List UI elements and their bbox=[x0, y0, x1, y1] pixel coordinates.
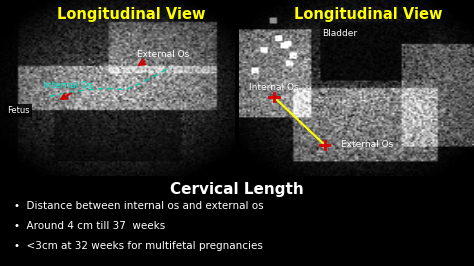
Text: Internal Os: Internal Os bbox=[249, 83, 299, 92]
Text: •  Distance between internal os and external os: • Distance between internal os and exter… bbox=[14, 201, 264, 211]
Text: Fetus: Fetus bbox=[7, 106, 30, 115]
Text: •  Around 4 cm till 37  weeks: • Around 4 cm till 37 weeks bbox=[14, 221, 165, 231]
Text: Longitudinal View: Longitudinal View bbox=[294, 7, 442, 22]
Text: Cervical Length: Cervical Length bbox=[170, 182, 304, 197]
Bar bbox=[0, 176, 474, 266]
Text: Internal Os: Internal Os bbox=[43, 81, 92, 90]
Text: Bladder: Bladder bbox=[322, 29, 357, 38]
Text: External Os: External Os bbox=[341, 140, 393, 149]
Text: •  <3cm at 32 weeks for multifetal pregnancies: • <3cm at 32 weeks for multifetal pregna… bbox=[14, 241, 263, 251]
Text: Longitudinal View: Longitudinal View bbox=[57, 7, 205, 22]
Text: External Os: External Os bbox=[137, 50, 190, 59]
